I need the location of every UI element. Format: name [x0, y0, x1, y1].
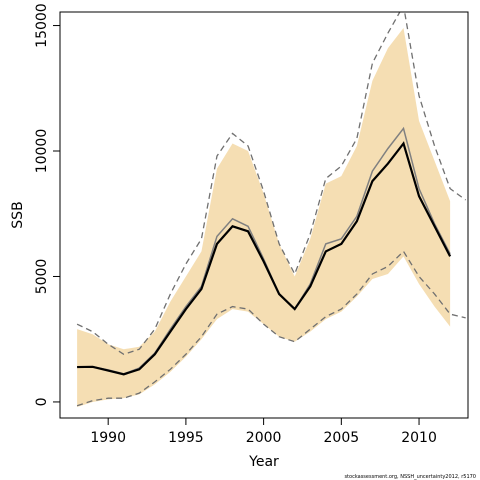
dashed-line: [76, 250, 466, 407]
x-tick-label: 2005: [324, 430, 360, 446]
y-axis-label: SSB: [10, 201, 26, 228]
x-tick-label: 2010: [401, 430, 437, 446]
x-axis-label: Year: [248, 454, 279, 470]
x-tick-label: 2000: [246, 430, 282, 446]
y-tick-label: 5000: [34, 259, 50, 295]
y-tick-label: 0: [34, 397, 50, 406]
x-tick-label: 1995: [168, 430, 204, 446]
line: [77, 141, 452, 376]
y-tick-label: 10000: [34, 129, 50, 174]
plot-area: [76, 12, 467, 407]
y-tick-label: 15000: [34, 3, 50, 48]
footnote: stockassessment.org, NSSH_uncertainty201…: [344, 474, 476, 480]
confidence-band: [77, 28, 451, 407]
x-tick-label: 1990: [90, 430, 126, 446]
